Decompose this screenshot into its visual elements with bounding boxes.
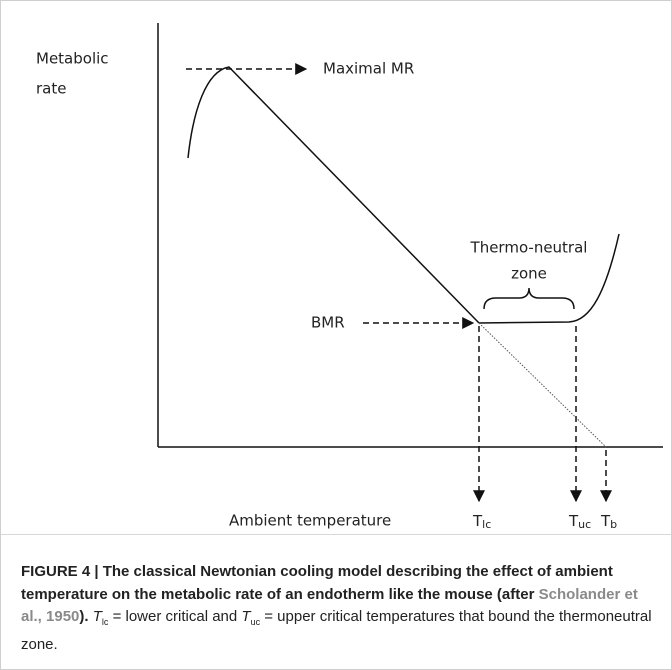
curve-cold (187, 66, 480, 324)
reference-link[interactable]: Scholander et al., 1950 (21, 585, 638, 626)
temp-label: Tlc (472, 512, 491, 532)
curve-warm (478, 233, 620, 324)
separator (1, 534, 671, 535)
caption-title: ). (79, 608, 89, 625)
symbol: T (92, 608, 102, 625)
caption-text: = lower critical and (112, 608, 238, 625)
label: zone (511, 265, 547, 283)
x-axis-label: Ambient temperature (229, 512, 391, 530)
label: Maximal MR (323, 60, 414, 78)
label: Thermo-neutral (470, 239, 588, 257)
caption-title: The classical Newtonian cooling model de… (21, 563, 613, 603)
subscript: uc (250, 617, 261, 627)
y-axis-label: Metabolic (36, 50, 109, 68)
caption-label: FIGURE 4 | (21, 563, 99, 580)
subscript: lc (101, 617, 109, 627)
brace (483, 287, 575, 310)
extrapolation (478, 322, 607, 448)
diagram: Metabolic rate Maximal MR BMR Thermo-neu… (36, 23, 663, 532)
y-axis-label: rate (36, 80, 66, 98)
caption: FIGURE 4 | The classical Newtonian cooli… (21, 561, 653, 656)
caption-text: = upper critical temperatures that bound… (21, 608, 652, 653)
label: BMR (311, 314, 345, 332)
temp-label: Tb (600, 512, 617, 532)
symbol: T (241, 608, 251, 625)
temp-label: Tuc (568, 512, 591, 532)
